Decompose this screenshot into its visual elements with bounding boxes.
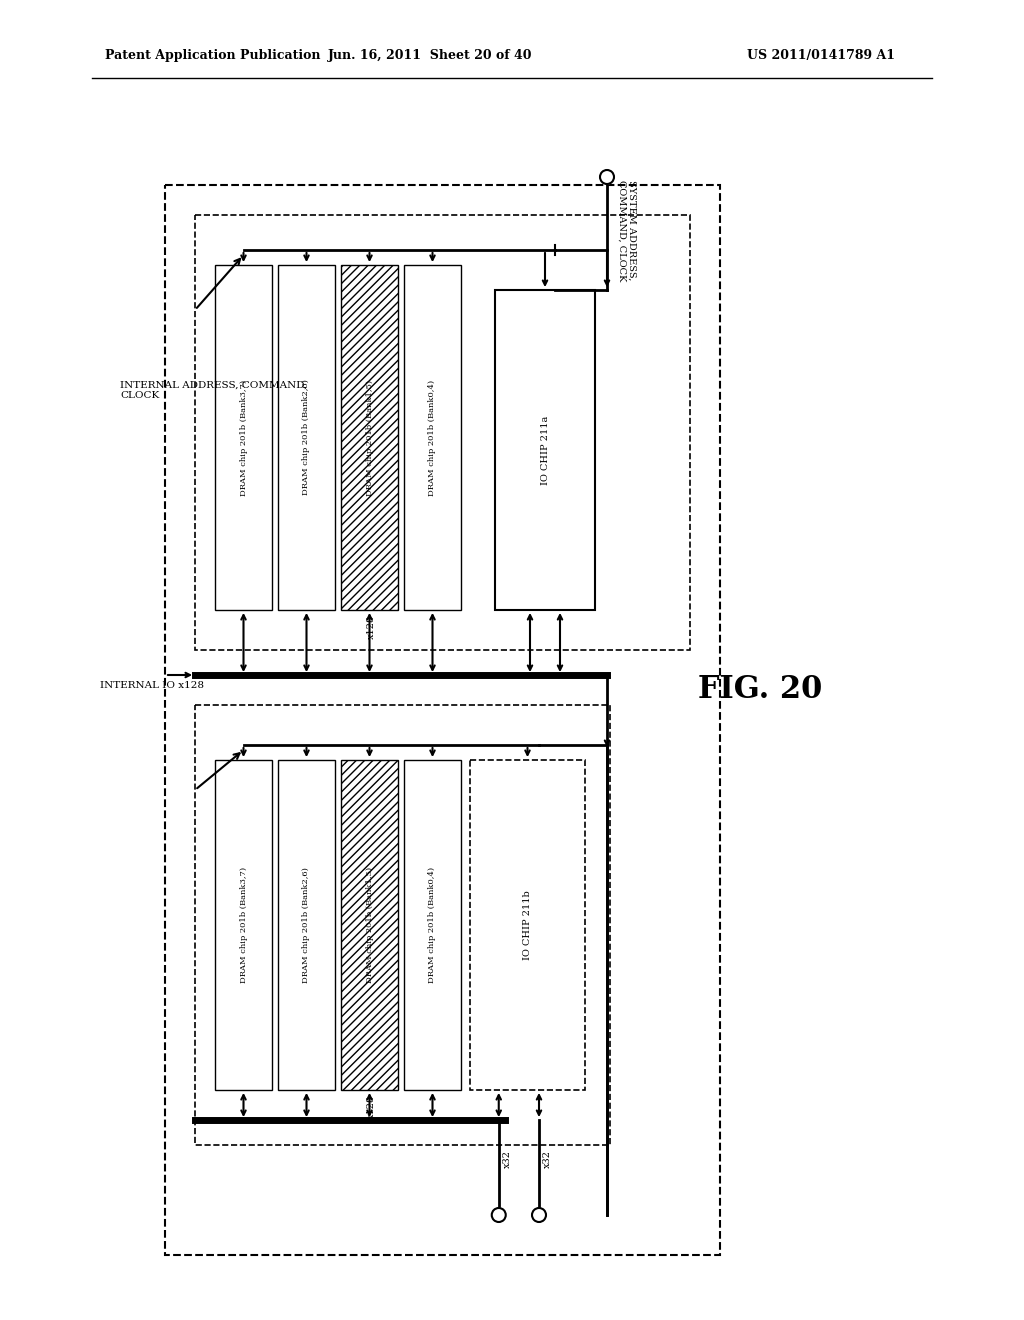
- Bar: [195, 215, 690, 649]
- Text: SYSTEM ADDRESS,
COMMAND, CLOCK: SYSTEM ADDRESS, COMMAND, CLOCK: [617, 180, 636, 281]
- Bar: [278, 760, 335, 1090]
- Bar: [470, 760, 585, 1090]
- Text: INTERNAL ADDRESS, COMMAND,
CLOCK: INTERNAL ADDRESS, COMMAND, CLOCK: [120, 380, 307, 400]
- Text: DRAM chip 201b (Bank1,5): DRAM chip 201b (Bank1,5): [366, 379, 374, 495]
- Text: DRAM chip 201b (Bank2,6): DRAM chip 201b (Bank2,6): [302, 867, 310, 983]
- Text: x128: x128: [367, 615, 376, 639]
- Bar: [278, 265, 335, 610]
- Text: DRAM chip 201b (Bank2,6): DRAM chip 201b (Bank2,6): [302, 380, 310, 495]
- Text: FIG. 20: FIG. 20: [698, 675, 822, 705]
- Text: x128: x128: [367, 1096, 376, 1119]
- Bar: [195, 705, 610, 1144]
- Text: IO CHIP 211a: IO CHIP 211a: [541, 416, 550, 484]
- Bar: [341, 265, 398, 610]
- Text: DRAM chip 201b (Bank1,5): DRAM chip 201b (Bank1,5): [366, 867, 374, 983]
- Text: DRAM chip 201b (Bank3,7): DRAM chip 201b (Bank3,7): [240, 379, 248, 495]
- Text: US 2011/0141789 A1: US 2011/0141789 A1: [746, 49, 895, 62]
- Bar: [165, 185, 720, 1255]
- Bar: [215, 265, 272, 610]
- Text: DRAM chip 201b (Bank0,4): DRAM chip 201b (Bank0,4): [428, 867, 436, 983]
- Text: DRAM chip 201b (Bank3,7): DRAM chip 201b (Bank3,7): [240, 867, 248, 983]
- Text: INTERNAL IO x128: INTERNAL IO x128: [100, 681, 204, 689]
- Text: x32: x32: [503, 1150, 512, 1168]
- Text: x32: x32: [543, 1150, 552, 1168]
- Text: IO CHIP 211b: IO CHIP 211b: [523, 890, 532, 960]
- Text: Patent Application Publication: Patent Application Publication: [105, 49, 321, 62]
- Circle shape: [532, 1208, 546, 1222]
- Bar: [495, 290, 595, 610]
- Text: DRAM chip 201b (Bank0,4): DRAM chip 201b (Bank0,4): [428, 379, 436, 495]
- Circle shape: [492, 1208, 506, 1222]
- Bar: [404, 265, 461, 610]
- Bar: [215, 760, 272, 1090]
- Bar: [404, 760, 461, 1090]
- Text: Jun. 16, 2011  Sheet 20 of 40: Jun. 16, 2011 Sheet 20 of 40: [328, 49, 532, 62]
- Bar: [341, 760, 398, 1090]
- Circle shape: [600, 170, 614, 183]
